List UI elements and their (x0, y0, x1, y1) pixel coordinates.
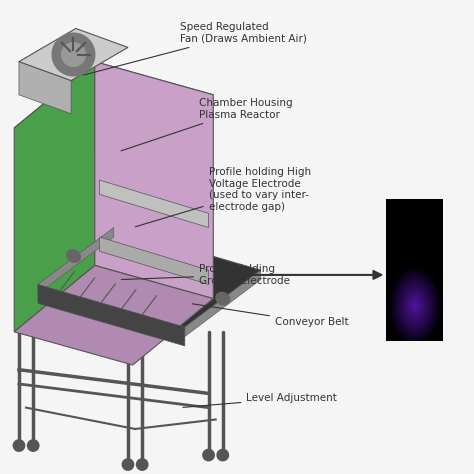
Text: Conveyor Belt: Conveyor Belt (192, 304, 348, 328)
Polygon shape (185, 270, 261, 337)
Text: Speed Regulated
Fan (Draws Ambient Air): Speed Regulated Fan (Draws Ambient Air) (83, 22, 307, 75)
Polygon shape (38, 228, 114, 294)
Ellipse shape (216, 292, 229, 305)
Polygon shape (100, 237, 209, 284)
Circle shape (62, 43, 85, 66)
Polygon shape (100, 180, 209, 228)
Polygon shape (14, 62, 213, 161)
Text: Profile holding High
Voltage Electrode
(used to vary inter-
electrode gap): Profile holding High Voltage Electrode (… (136, 167, 310, 227)
Polygon shape (19, 62, 71, 114)
Polygon shape (38, 284, 185, 346)
Polygon shape (19, 28, 128, 81)
Polygon shape (38, 228, 261, 327)
Text: Chamber Housing
Plasma Reactor: Chamber Housing Plasma Reactor (121, 98, 293, 151)
Circle shape (27, 440, 39, 451)
Text: Profile Holding
Ground Electrode: Profile Holding Ground Electrode (121, 264, 290, 286)
Circle shape (203, 449, 214, 461)
Circle shape (122, 459, 134, 470)
Circle shape (13, 440, 25, 451)
Polygon shape (14, 265, 213, 365)
Text: Level Adjustment: Level Adjustment (183, 393, 337, 408)
Circle shape (137, 459, 148, 470)
Circle shape (52, 33, 95, 76)
Circle shape (217, 449, 228, 461)
Polygon shape (95, 62, 213, 299)
Ellipse shape (67, 250, 80, 262)
Polygon shape (14, 62, 95, 332)
